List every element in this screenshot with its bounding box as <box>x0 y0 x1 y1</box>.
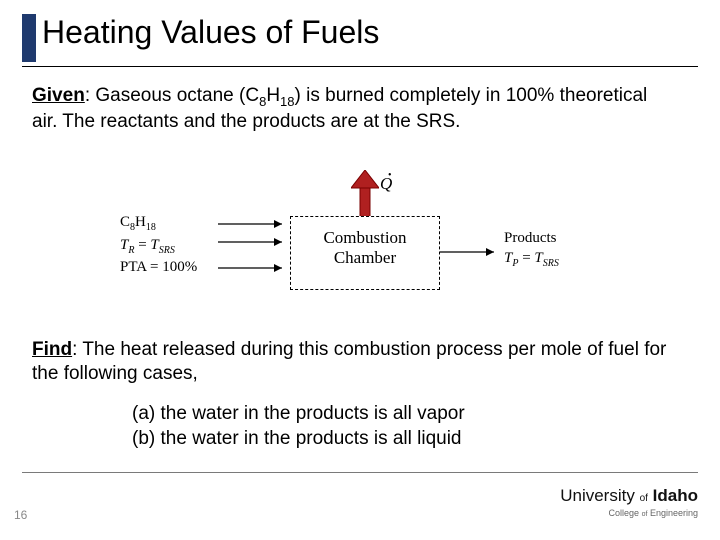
university-logo: University of Idaho College of Engineeri… <box>560 486 698 518</box>
case-a: (a) the water in the products is all vap… <box>132 402 465 427</box>
logo-sub: College of Engineering <box>560 508 698 518</box>
product-arrow-icon <box>440 244 502 260</box>
title-accent-bar <box>22 14 36 62</box>
tsrs2sub: SRS <box>543 258 559 269</box>
r-h: H <box>135 214 146 230</box>
footer-rule <box>22 472 698 473</box>
products-text: Products <box>504 228 559 248</box>
logo-of: of <box>640 493 648 504</box>
title-underline <box>22 66 698 67</box>
page-number: 16 <box>14 508 27 522</box>
combustion-diagram: • Q Combustion Chamber C8H18 TR = TSRS P… <box>120 170 600 320</box>
heat-arrow-icon <box>351 170 379 220</box>
chamber-label: Combustion Chamber <box>296 228 434 267</box>
logo-u1: University <box>560 486 635 505</box>
given-hsub: 18 <box>280 94 294 109</box>
case-b: (b) the water in the products is all liq… <box>132 427 465 452</box>
logo-u2: Idaho <box>653 486 698 505</box>
q-label: Q <box>380 174 392 194</box>
eq2: = <box>518 250 534 266</box>
logo-c1: College <box>609 508 640 518</box>
page-title: Heating Values of Fuels <box>42 14 379 51</box>
logo-of2: of <box>642 511 648 518</box>
r-c: C <box>120 214 130 230</box>
product-labels: Products TP = TSRS <box>504 228 559 271</box>
pta-label: PTA = 100% <box>120 257 197 277</box>
chamber-l2: Chamber <box>334 248 396 267</box>
tsrs1sub: SRS <box>159 245 175 256</box>
find-label: Find <box>32 339 72 360</box>
eq1: = <box>134 237 150 253</box>
cases-block: (a) the water in the products is all vap… <box>132 402 465 451</box>
given-label: Given <box>32 85 85 106</box>
reactant-formula: C8H18 <box>120 212 197 235</box>
reactant-labels: C8H18 TR = TSRS PTA = 100% <box>120 212 197 277</box>
tsrs1: T <box>150 237 158 253</box>
reactant-arrows-icon <box>218 216 290 296</box>
given-block: Given: Gaseous octane (C8H18) is burned … <box>32 84 672 134</box>
find-text: : The heat released during this combusti… <box>32 339 666 384</box>
r-hsub: 18 <box>146 222 156 233</box>
chamber-l1: Combustion <box>323 228 406 247</box>
logo-main: University of Idaho <box>560 486 698 506</box>
given-t2: H <box>266 85 280 106</box>
reactant-temp: TR = TSRS <box>120 235 197 258</box>
product-temp: TP = TSRS <box>504 248 559 271</box>
tsrs2: T <box>534 250 542 266</box>
logo-c2: Engineering <box>650 508 698 518</box>
given-t1: : Gaseous octane (C <box>85 85 259 106</box>
find-block: Find: The heat released during this comb… <box>32 338 672 386</box>
